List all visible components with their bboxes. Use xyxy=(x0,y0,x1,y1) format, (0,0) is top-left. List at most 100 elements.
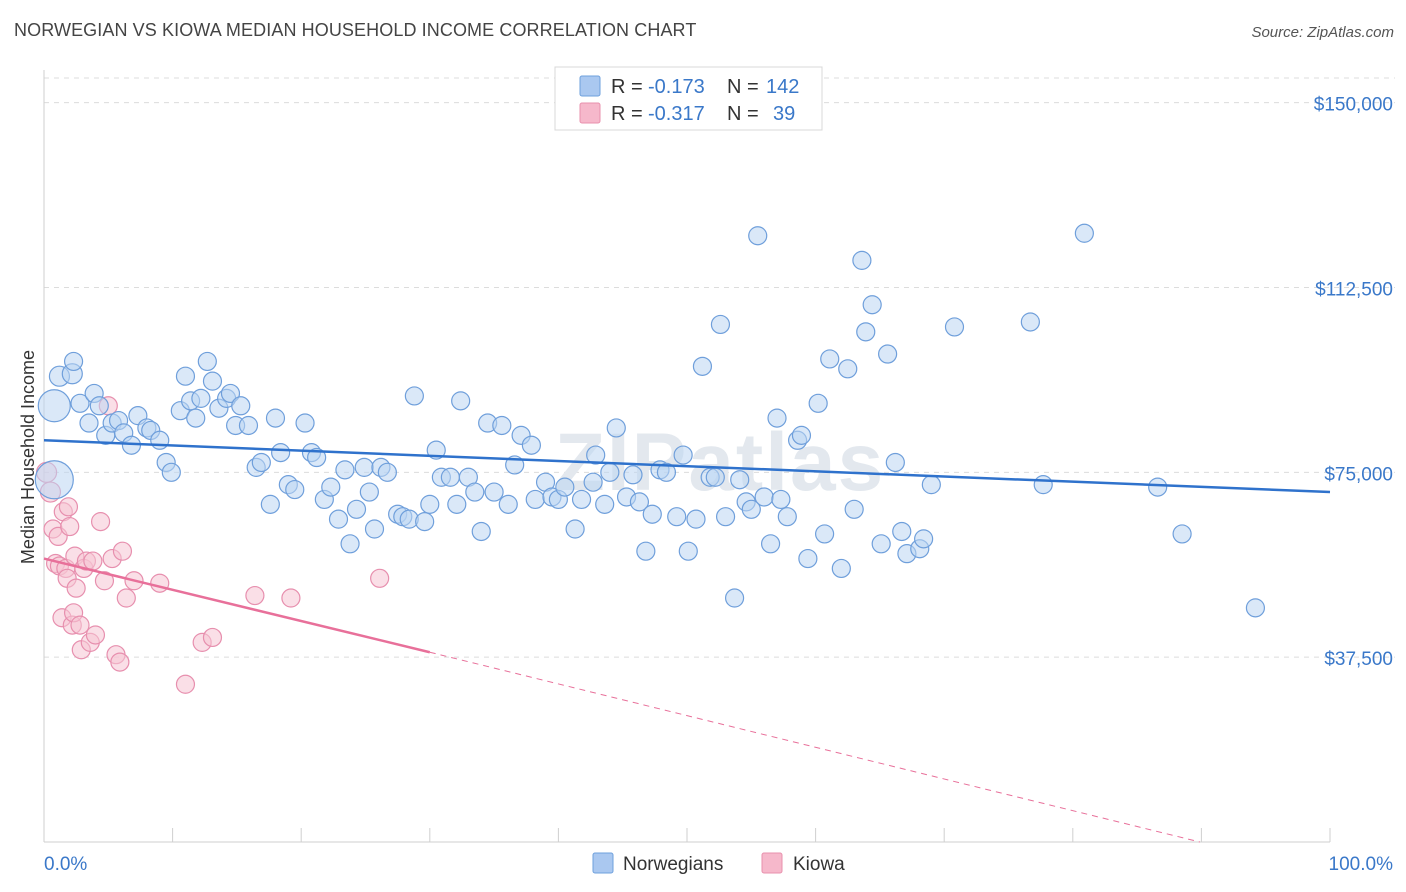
kiowa-point xyxy=(110,652,130,672)
norwegian-point xyxy=(1020,312,1040,332)
kiowa-point xyxy=(281,588,301,608)
legend-n-value-kiowa: 39 xyxy=(773,103,795,125)
y-axis-label: Median Household Income xyxy=(18,350,38,564)
norwegian-point xyxy=(521,435,541,455)
legend-r-value-norwegians: -0.173 xyxy=(648,76,705,98)
norwegian-point xyxy=(175,366,196,386)
norwegian-point xyxy=(525,489,545,510)
norwegian-point xyxy=(1245,598,1266,618)
y-tick-label: $150,000 xyxy=(1314,95,1393,116)
norwegian-point xyxy=(754,487,774,507)
norwegian-point xyxy=(328,509,349,529)
axes xyxy=(43,70,1331,843)
y-tick-label: $112,500 xyxy=(1315,279,1393,300)
norwegian-point xyxy=(636,541,656,561)
norwegian-point xyxy=(724,588,745,608)
series-legend: Norwegians Kiowa xyxy=(592,852,845,875)
series-legend-swatch-kiowa xyxy=(761,852,783,874)
norwegian-point xyxy=(1172,524,1192,544)
norwegian-point xyxy=(238,415,259,436)
norwegian-point xyxy=(70,393,90,413)
norwegian-point xyxy=(295,413,315,433)
kiowa-point xyxy=(202,627,223,648)
kiowa-point xyxy=(370,568,390,588)
norwegian-point xyxy=(808,393,828,413)
norwegian-point xyxy=(606,418,626,438)
norwegian-point xyxy=(34,460,74,500)
norwegian-point xyxy=(629,492,650,512)
norwegian-point xyxy=(404,386,424,406)
norwegian-point xyxy=(862,295,882,315)
norwegian-point xyxy=(710,314,731,335)
norwegian-point xyxy=(760,534,781,554)
norwegian-point xyxy=(1074,223,1094,243)
norwegian-point xyxy=(354,457,374,477)
norwegian-point xyxy=(220,383,241,404)
series-legend-label-kiowa: Kiowa xyxy=(793,854,845,875)
legend-r-label-kiowa: R = xyxy=(611,103,643,125)
stats-legend: R = -0.173 N = 142 R = -0.317 N = 39 xyxy=(554,66,823,131)
norwegian-point xyxy=(571,489,592,510)
norwegian-point xyxy=(741,499,761,519)
norwegian-point xyxy=(440,467,460,487)
kiowa-point xyxy=(94,571,115,591)
norwegian-point xyxy=(730,470,750,490)
norwegian-point xyxy=(921,475,941,495)
norwegian-point xyxy=(340,534,360,554)
kiowa-point xyxy=(70,615,90,635)
norwegian-point xyxy=(678,541,698,561)
trend-lines xyxy=(43,439,1331,843)
norwegian-point xyxy=(251,452,271,473)
norwegian-point xyxy=(815,524,835,544)
kiowa-point xyxy=(58,497,79,517)
norwegian-point xyxy=(777,507,797,527)
norwegian-point xyxy=(878,344,898,364)
kiowa-point xyxy=(112,541,133,561)
norwegian-point xyxy=(150,430,170,450)
norwegian-point xyxy=(420,494,440,514)
norwegian-point xyxy=(798,548,818,569)
legend-n-label-kiowa: N = xyxy=(727,103,759,125)
y-tick-label: $37,500 xyxy=(1324,649,1393,670)
norwegian-point xyxy=(37,389,71,423)
norwegian-point xyxy=(667,507,687,527)
kiowa-point xyxy=(116,588,136,608)
norwegian-point xyxy=(377,462,397,482)
norwegian-point xyxy=(715,507,736,527)
norwegian-point xyxy=(767,408,787,428)
norwegian-point xyxy=(447,494,467,514)
norwegian-point xyxy=(265,408,286,428)
norwegian-point xyxy=(471,521,491,542)
kiowa-trend-line xyxy=(43,557,431,654)
x-tick-labels: 0.0% 100.0% xyxy=(44,854,1393,875)
legend-r-label-norwegians: R = xyxy=(611,76,643,98)
kiowa-point xyxy=(60,516,80,537)
norwegian-point xyxy=(892,521,912,542)
norwegian-point xyxy=(492,415,512,436)
norwegian-point xyxy=(335,460,355,480)
norwegian-point xyxy=(748,226,768,246)
legend-n-label-norwegians: N = xyxy=(727,76,759,98)
kiowa-point xyxy=(85,625,106,645)
norwegian-point xyxy=(623,465,643,485)
norwegian-point xyxy=(705,467,725,487)
norwegian-point xyxy=(642,504,662,524)
norwegian-point xyxy=(359,482,379,502)
x-tick-label-min: 0.0% xyxy=(44,854,87,875)
norwegian-point xyxy=(161,462,181,482)
norwegian-point xyxy=(838,359,858,379)
norwegian-point xyxy=(231,396,251,416)
series-legend-swatch-norwegians xyxy=(592,852,614,874)
legend-n-value-norwegians: 142 xyxy=(766,76,799,98)
norwegian-point xyxy=(565,519,585,539)
norwegian-point xyxy=(271,443,291,463)
norwegian-trend-line xyxy=(43,439,1331,494)
norwegian-point xyxy=(498,494,518,514)
series-legend-label-norwegians: Norwegians xyxy=(623,854,723,875)
norwegian-point xyxy=(197,351,217,372)
kiowa-point xyxy=(175,674,196,694)
x-tick-label-max: 100.0% xyxy=(1329,854,1394,875)
norwegian-point xyxy=(79,413,99,433)
kiowa-point xyxy=(245,585,265,606)
